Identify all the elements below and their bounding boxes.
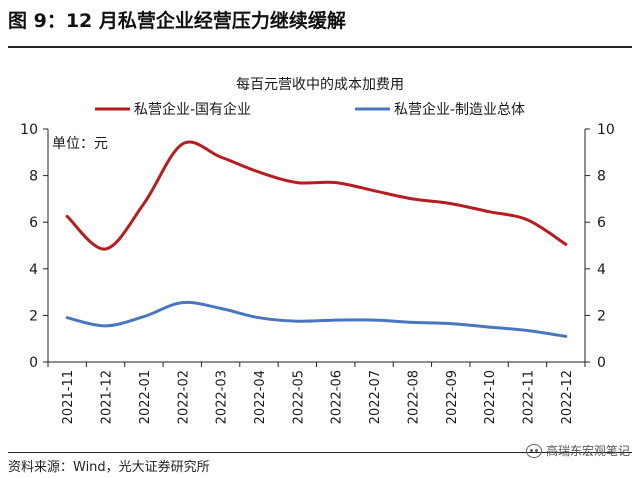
series-line-2 <box>65 300 568 338</box>
series-2-point-1 <box>104 325 106 327</box>
series-1-point-9 <box>411 198 413 200</box>
right-tick-label-5: 10 <box>597 122 615 138</box>
left-tick-label-2: 4 <box>29 262 38 278</box>
right-tick-label-3: 6 <box>597 215 606 231</box>
series-2-point-6 <box>296 320 298 322</box>
source-note: 资料来源：Wind，光大证券研究所 <box>8 460 210 475</box>
x-tick-label-11: 2022-10 <box>483 370 498 424</box>
x-tick-label-7: 2022-06 <box>330 370 345 424</box>
top-rule <box>8 46 632 48</box>
right-tick-label-2: 4 <box>597 262 606 278</box>
series-2-point-13 <box>565 335 567 337</box>
legend-label-series-2: 私营企业-制造业总体 <box>394 101 525 118</box>
series-2-point-5 <box>258 317 260 319</box>
x-tick-label-9: 2022-08 <box>406 370 421 424</box>
x-tick-label-3: 2022-02 <box>176 370 191 424</box>
series-1-point-11 <box>488 211 490 213</box>
left-tick-label-3: 6 <box>29 215 38 231</box>
series-1-point-7 <box>334 181 336 183</box>
x-tick-label-12: 2022-11 <box>521 370 536 424</box>
x-tick-label-6: 2022-05 <box>291 370 306 424</box>
left-tick-label-0: 0 <box>29 355 38 371</box>
series-2-point-12 <box>526 329 528 331</box>
right-tick-label-0: 0 <box>597 355 606 371</box>
series-line-1 <box>65 140 568 251</box>
x-tick-label-4: 2022-03 <box>215 370 230 424</box>
watermark-text: 高瑞东宏观笔记 <box>545 444 630 458</box>
x-tick-label-2: 2022-01 <box>138 370 153 424</box>
x-tick-label-5: 2022-04 <box>253 370 268 424</box>
bottom-rule <box>8 452 632 453</box>
x-tick-label-10: 2022-09 <box>445 370 460 424</box>
series-2-point-2 <box>143 315 145 317</box>
x-tick-label-13: 2022-12 <box>560 370 575 424</box>
right-tick-label-4: 8 <box>597 169 606 185</box>
x-tick-label-1: 2021-12 <box>100 370 115 424</box>
legend: 私营企业-国有企业 私营企业-制造业总体 <box>95 101 525 118</box>
left-tick-label-4: 8 <box>29 169 38 185</box>
series-2-point-10 <box>450 322 452 324</box>
series-1-point-12 <box>526 219 528 221</box>
series-layer <box>65 140 568 338</box>
series-1-point-2 <box>143 202 145 204</box>
series-1-point-8 <box>373 190 375 192</box>
left-axis: 0 2 4 6 8 10 <box>20 122 49 371</box>
series-1-point-0 <box>66 215 68 217</box>
series-2-point-3 <box>181 301 183 303</box>
x-tick-label-0: 2021-11 <box>61 370 76 424</box>
series-2-point-4 <box>219 307 221 309</box>
series-1-point-4 <box>219 156 221 158</box>
series-1-point-1 <box>104 248 106 250</box>
series-2-point-9 <box>411 321 413 323</box>
chart-title: 每百元营收中的成本加费用 <box>236 77 404 93</box>
series-2-point-7 <box>334 319 336 321</box>
watermark: 高瑞东宏观笔记 <box>525 442 630 459</box>
series-2-point-8 <box>373 319 375 321</box>
series-1-point-3 <box>181 143 183 145</box>
legend-label-series-1: 私营企业-国有企业 <box>134 101 251 118</box>
figure-title: 图 9：12 月私营企业经营压力继续缓解 <box>8 10 346 32</box>
series-1-point-13 <box>565 243 567 245</box>
left-tick-label-1: 2 <box>29 308 38 324</box>
left-tick-label-5: 10 <box>20 122 38 138</box>
right-tick-label-1: 2 <box>597 308 606 324</box>
wechat-icon <box>525 443 542 458</box>
x-axis: 2021-11 2021-12 2022-01 2022-02 2022-03 2022-… <box>47 361 586 424</box>
x-tick-label-8: 2022-07 <box>368 370 383 424</box>
unit-label: 单位：元 <box>52 136 108 152</box>
series-1-point-6 <box>296 181 298 183</box>
right-axis: 0 2 4 6 8 10 <box>584 122 615 371</box>
series-1-point-5 <box>258 171 260 173</box>
series-1-point-10 <box>450 202 452 204</box>
series-2-point-0 <box>66 317 68 319</box>
series-2-point-11 <box>488 326 490 328</box>
